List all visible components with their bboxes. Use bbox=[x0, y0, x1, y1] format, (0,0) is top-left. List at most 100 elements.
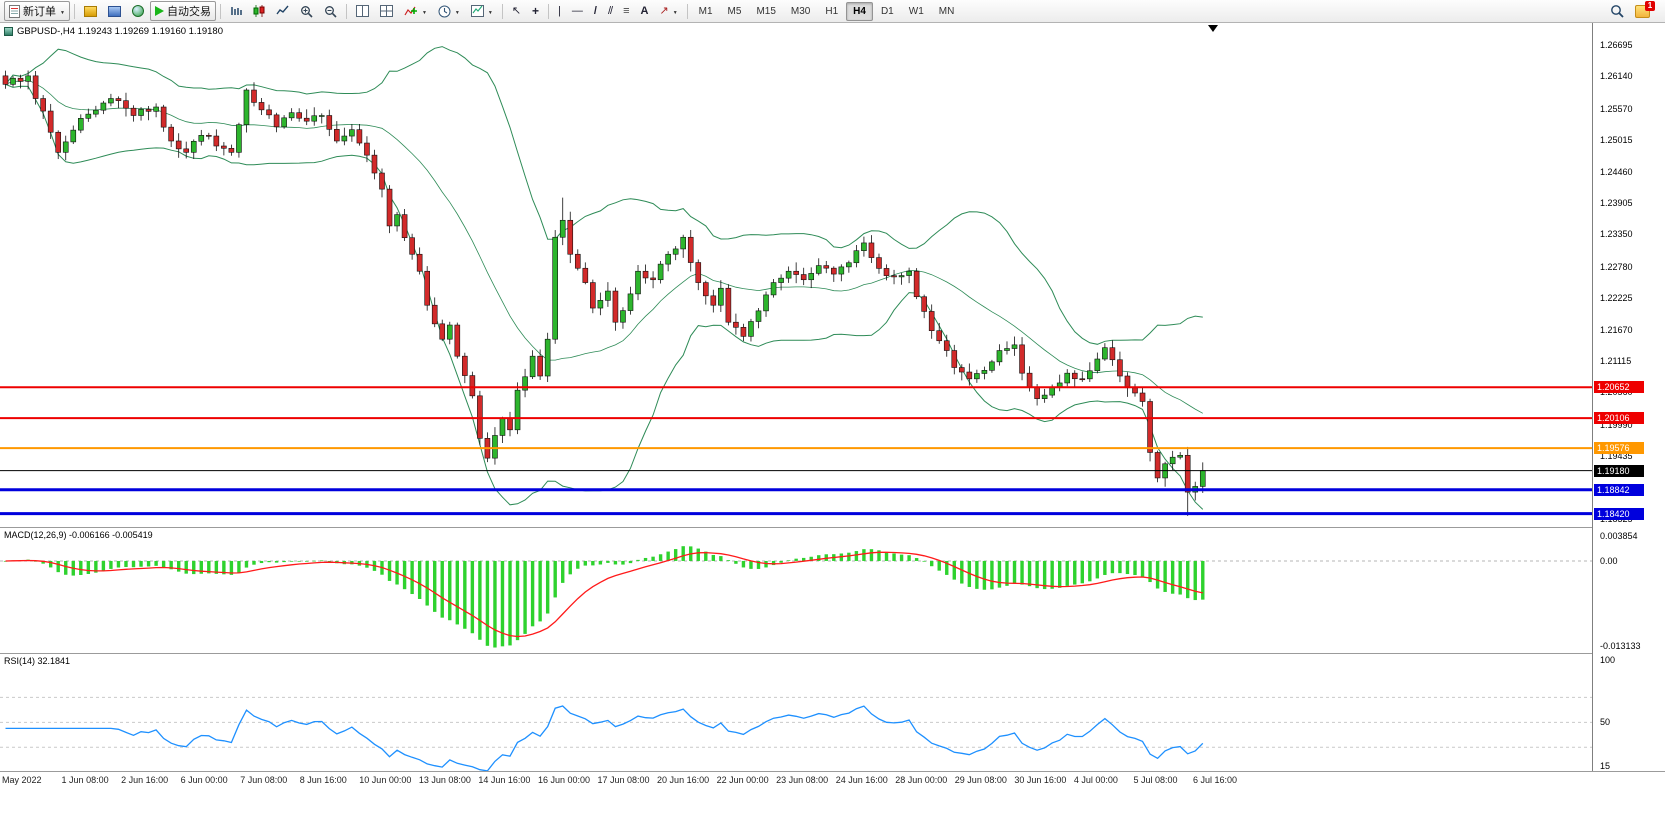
autotrading-button[interactable]: 自动交易 bbox=[149, 1, 216, 21]
toolbar-separator bbox=[686, 3, 688, 19]
candle-down bbox=[959, 364, 965, 381]
market-watch-button[interactable] bbox=[79, 1, 102, 21]
zoom-out-button[interactable] bbox=[319, 1, 342, 21]
timeframe-h4[interactable]: H4 bbox=[846, 1, 873, 21]
macd-histogram-bar bbox=[312, 560, 316, 562]
candle-down bbox=[416, 247, 423, 275]
macd-histogram-bar bbox=[1178, 560, 1182, 595]
timeframe-w1[interactable]: W1 bbox=[902, 2, 931, 21]
candle-down bbox=[642, 264, 649, 284]
candle-down bbox=[303, 109, 310, 126]
time-label: 10 Jun 00:00 bbox=[359, 775, 412, 785]
timeframe-d1[interactable]: D1 bbox=[874, 2, 901, 21]
candle-down bbox=[160, 104, 167, 132]
zoom-in-button[interactable] bbox=[295, 1, 318, 21]
candle-down bbox=[1184, 446, 1191, 516]
macd-histogram-bar bbox=[508, 560, 512, 646]
candle-up bbox=[349, 124, 355, 142]
timeframe-m5[interactable]: M5 bbox=[721, 2, 749, 21]
line-chart-button[interactable] bbox=[271, 1, 294, 21]
time-axis[interactable]: May 2022 1 Jun 08:00 2 Jun 16:00 6 Jun 00:0… bbox=[0, 772, 1592, 790]
price-badge[interactable]: 1.20106 bbox=[1594, 412, 1644, 425]
price-badge[interactable]: 1.18420 bbox=[1594, 507, 1644, 520]
price-scale[interactable]: 1.26695 1.26140 1.25570 1.25015 1.24460 1.239… bbox=[1592, 23, 1665, 771]
timeframe-m30[interactable]: M30 bbox=[784, 2, 817, 21]
macd-histogram-bar bbox=[425, 560, 429, 606]
timeframe-h1[interactable]: H1 bbox=[818, 2, 845, 21]
tile-windows-button[interactable] bbox=[351, 1, 374, 21]
cursor-button[interactable] bbox=[507, 1, 526, 21]
macd-histogram-bar bbox=[1058, 560, 1062, 588]
macd-histogram-bar bbox=[1088, 560, 1092, 582]
candle-down bbox=[273, 112, 280, 133]
text-tool-button[interactable] bbox=[636, 1, 654, 21]
timeframe-m15[interactable]: M15 bbox=[749, 2, 782, 21]
candle-down bbox=[928, 304, 935, 339]
channel-button[interactable] bbox=[603, 1, 617, 21]
macd-histogram-bar bbox=[1133, 560, 1137, 576]
candle-up bbox=[446, 321, 453, 345]
macd-histogram-bar bbox=[576, 560, 580, 569]
timeframe-m1[interactable]: M1 bbox=[692, 2, 720, 21]
timeframe-mn[interactable]: MN bbox=[932, 2, 962, 21]
macd-panel[interactable] bbox=[0, 528, 1592, 653]
indicators-button[interactable] bbox=[399, 1, 432, 21]
candle-down bbox=[883, 264, 890, 281]
candle-up bbox=[394, 211, 400, 232]
macd-histogram-bar bbox=[274, 560, 279, 563]
candle-down bbox=[507, 411, 513, 437]
new-order-button[interactable]: 新订单 bbox=[4, 1, 70, 21]
arrows-tool-button[interactable] bbox=[654, 1, 682, 21]
candle-down bbox=[966, 363, 973, 386]
toolbar-separator bbox=[548, 3, 550, 19]
search-button[interactable] bbox=[1605, 1, 1629, 21]
chart-shift-marker[interactable] bbox=[1208, 25, 1218, 32]
panel-separator[interactable] bbox=[0, 653, 1665, 654]
periods-button[interactable] bbox=[433, 1, 465, 21]
panel-separator[interactable] bbox=[0, 527, 1665, 528]
price-label: 1.21670 bbox=[1600, 324, 1633, 335]
candle-up bbox=[605, 282, 611, 307]
candle-down bbox=[424, 266, 430, 311]
horizontal-line-button[interactable] bbox=[567, 1, 588, 21]
vertical-line-button[interactable] bbox=[553, 1, 566, 21]
cascade-windows-button[interactable] bbox=[375, 1, 398, 21]
candle-up bbox=[680, 234, 687, 258]
rsi-panel[interactable] bbox=[0, 654, 1592, 771]
price-badge[interactable]: 1.19576 bbox=[1594, 442, 1644, 455]
fibonacci-button[interactable] bbox=[618, 1, 634, 21]
crosshair-button[interactable] bbox=[527, 1, 544, 21]
bar-chart-button[interactable] bbox=[225, 1, 247, 21]
candle-up bbox=[906, 267, 912, 284]
candle-up bbox=[627, 286, 634, 315]
candle-down bbox=[830, 266, 837, 282]
time-label: 14 Jun 16:00 bbox=[478, 775, 531, 785]
notifications-button[interactable]: 1 bbox=[1630, 0, 1655, 21]
navigator-button[interactable] bbox=[127, 1, 149, 21]
macd-label: MACD(12,26,9) -0.006166 -0.005419 bbox=[4, 530, 153, 540]
candle-down bbox=[326, 109, 333, 137]
macd-histogram-bar bbox=[673, 549, 678, 561]
candle-up bbox=[288, 108, 295, 121]
price-chart[interactable] bbox=[0, 23, 1592, 527]
macd-histogram-bar bbox=[455, 560, 459, 625]
macd-histogram-bar bbox=[485, 560, 490, 646]
candlestick-chart-button[interactable] bbox=[248, 1, 270, 21]
macd-histogram-bar bbox=[899, 554, 904, 561]
templates-button[interactable] bbox=[466, 1, 498, 21]
macd-values: -0.006166 -0.005419 bbox=[69, 530, 153, 540]
candle-down bbox=[379, 168, 385, 198]
macd-histogram-bar bbox=[1095, 560, 1100, 579]
data-window-button[interactable] bbox=[103, 1, 126, 21]
candle-down bbox=[175, 133, 182, 158]
trendline-button[interactable] bbox=[589, 1, 602, 21]
macd-histogram-bar bbox=[561, 560, 565, 583]
macd-histogram-bar bbox=[530, 560, 535, 627]
price-badge[interactable]: 1.18842 bbox=[1594, 483, 1644, 496]
candle-down bbox=[1117, 351, 1123, 383]
candle-up bbox=[861, 236, 867, 257]
macd-histogram-bar bbox=[297, 560, 301, 562]
price-badge[interactable]: 1.20652 bbox=[1594, 381, 1644, 394]
macd-histogram-bar bbox=[847, 552, 851, 561]
price-badge[interactable]: 1.19180 bbox=[1594, 464, 1644, 477]
